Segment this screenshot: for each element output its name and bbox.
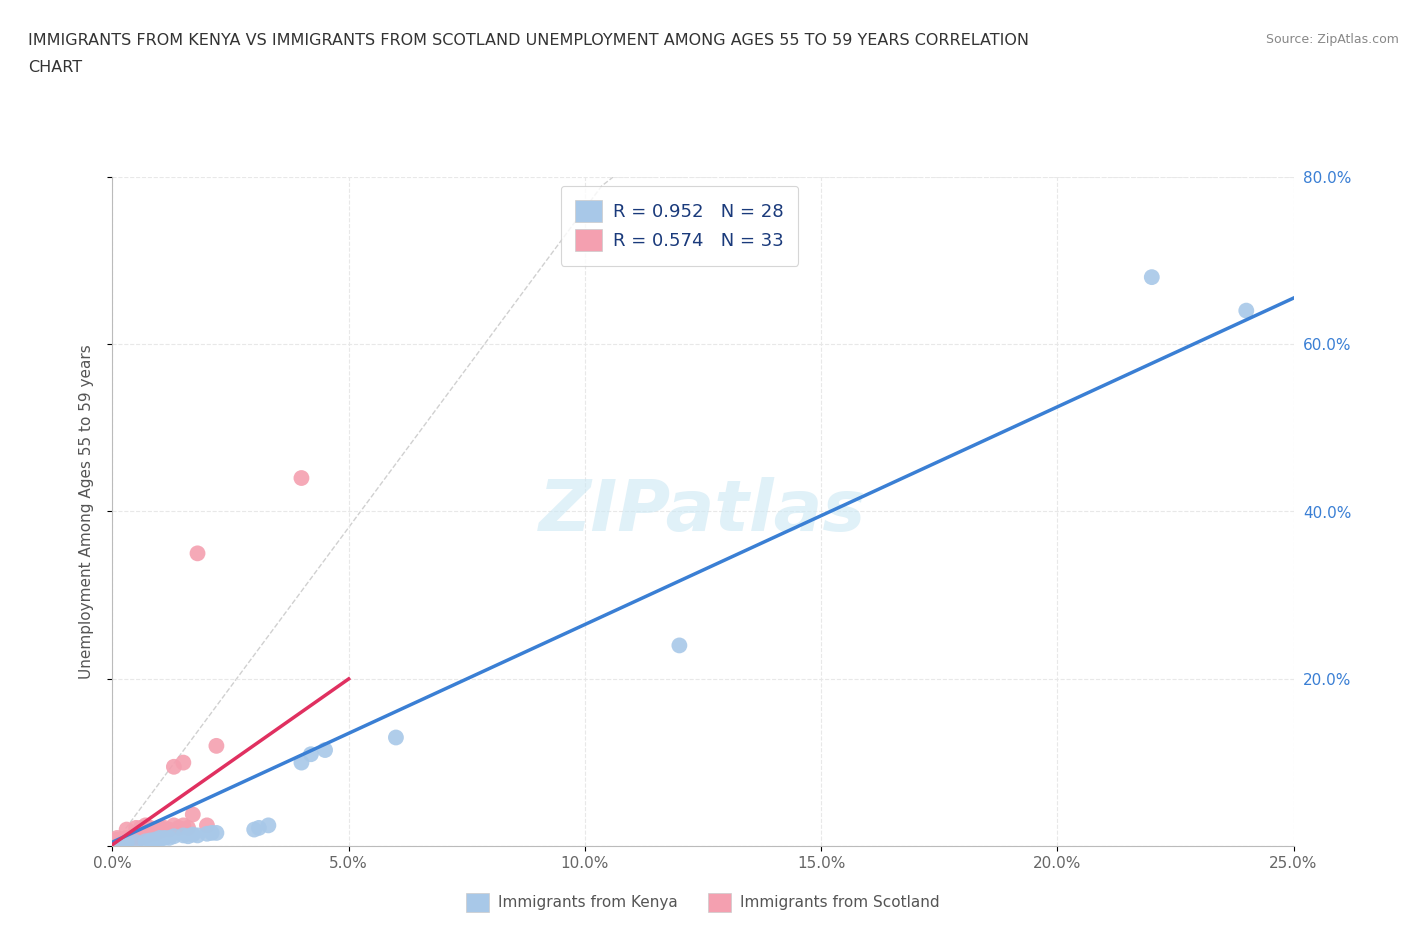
- Point: [143, 822, 166, 837]
- Legend: R = 0.952   N = 28, R = 0.574   N = 33: R = 0.952 N = 28, R = 0.574 N = 33: [561, 186, 799, 266]
- Point: [149, 820, 172, 835]
- Point: [181, 807, 204, 822]
- Point: [186, 828, 208, 843]
- Point: [177, 820, 200, 835]
- Point: [195, 818, 218, 833]
- Point: [125, 820, 148, 835]
- Point: [177, 829, 200, 844]
- Point: [153, 820, 176, 835]
- Point: [115, 830, 138, 845]
- Point: [129, 830, 152, 845]
- Point: [101, 835, 124, 850]
- Point: [172, 828, 194, 843]
- Legend: Immigrants from Kenya, Immigrants from Scotland: Immigrants from Kenya, Immigrants from S…: [460, 887, 946, 918]
- Point: [135, 818, 157, 833]
- Point: [299, 747, 322, 762]
- Point: [167, 820, 190, 835]
- Point: [205, 826, 228, 841]
- Text: ZIPatlas: ZIPatlas: [540, 477, 866, 546]
- Point: [1234, 303, 1257, 318]
- Point: [115, 822, 138, 837]
- Point: [163, 829, 186, 844]
- Point: [314, 742, 336, 757]
- Point: [153, 830, 176, 845]
- Point: [243, 822, 266, 837]
- Point: [385, 730, 408, 745]
- Point: [149, 830, 172, 845]
- Text: IMMIGRANTS FROM KENYA VS IMMIGRANTS FROM SCOTLAND UNEMPLOYMENT AMONG AGES 55 TO : IMMIGRANTS FROM KENYA VS IMMIGRANTS FROM…: [28, 33, 1029, 47]
- Point: [111, 837, 134, 852]
- Point: [157, 830, 180, 845]
- Point: [195, 827, 218, 842]
- Point: [129, 820, 152, 835]
- Y-axis label: Unemployment Among Ages 55 to 59 years: Unemployment Among Ages 55 to 59 years: [79, 344, 94, 679]
- Point: [143, 827, 166, 842]
- Point: [139, 827, 162, 842]
- Point: [125, 835, 148, 850]
- Point: [135, 829, 157, 844]
- Text: Source: ZipAtlas.com: Source: ZipAtlas.com: [1265, 33, 1399, 46]
- Point: [143, 832, 166, 847]
- Point: [153, 822, 176, 837]
- Point: [105, 830, 128, 845]
- Point: [163, 759, 186, 774]
- Point: [111, 832, 134, 847]
- Point: [149, 824, 172, 839]
- Point: [201, 826, 224, 841]
- Point: [105, 832, 128, 847]
- Point: [120, 830, 142, 845]
- Point: [172, 818, 194, 833]
- Point: [139, 820, 162, 835]
- Point: [157, 822, 180, 837]
- Point: [135, 834, 157, 849]
- Point: [181, 827, 204, 842]
- Text: CHART: CHART: [28, 60, 82, 75]
- Point: [668, 638, 690, 653]
- Point: [139, 833, 162, 848]
- Point: [172, 755, 194, 770]
- Point: [186, 546, 208, 561]
- Point: [290, 471, 312, 485]
- Point: [149, 832, 172, 847]
- Point: [257, 818, 280, 833]
- Point: [163, 818, 186, 833]
- Point: [205, 738, 228, 753]
- Point: [115, 835, 138, 850]
- Point: [1140, 270, 1163, 285]
- Point: [247, 820, 270, 835]
- Point: [290, 755, 312, 770]
- Point: [125, 830, 148, 845]
